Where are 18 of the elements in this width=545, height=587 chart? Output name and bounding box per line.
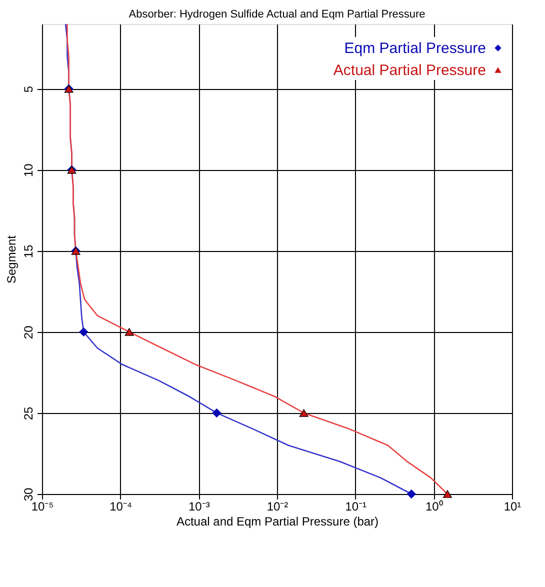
x-tick-label: 10⁻¹ <box>345 500 367 514</box>
y-tick-label: 20 <box>22 325 36 340</box>
x-tick-label: 10⁰ <box>425 500 443 514</box>
y-tick-label: 25 <box>22 406 36 420</box>
x-tick-label: 10⁻² <box>266 500 288 514</box>
y-tick-label: 5 <box>22 86 36 93</box>
y-tick-label: 15 <box>22 244 36 258</box>
x-tick-label: 10⁻⁴ <box>110 500 132 514</box>
x-tick-label: 10⁻⁵ <box>31 500 54 514</box>
legend-label: Eqm Partial Pressure <box>344 40 486 57</box>
chart-title: Absorber: Hydrogen Sulfide Actual and Eqm Partial Pressure <box>128 8 426 20</box>
legend-label: Actual Partial Pressure <box>333 62 486 79</box>
x-axis-title: Actual and Eqm Partial Pressure (bar) <box>176 514 379 528</box>
y-axis-title: Segment <box>4 234 18 284</box>
x-tick-label: 10¹ <box>504 500 522 514</box>
y-tick-label: 10 <box>22 163 36 178</box>
y-tick-label: 30 <box>22 488 36 502</box>
x-tick-label: 10⁻³ <box>188 500 210 514</box>
